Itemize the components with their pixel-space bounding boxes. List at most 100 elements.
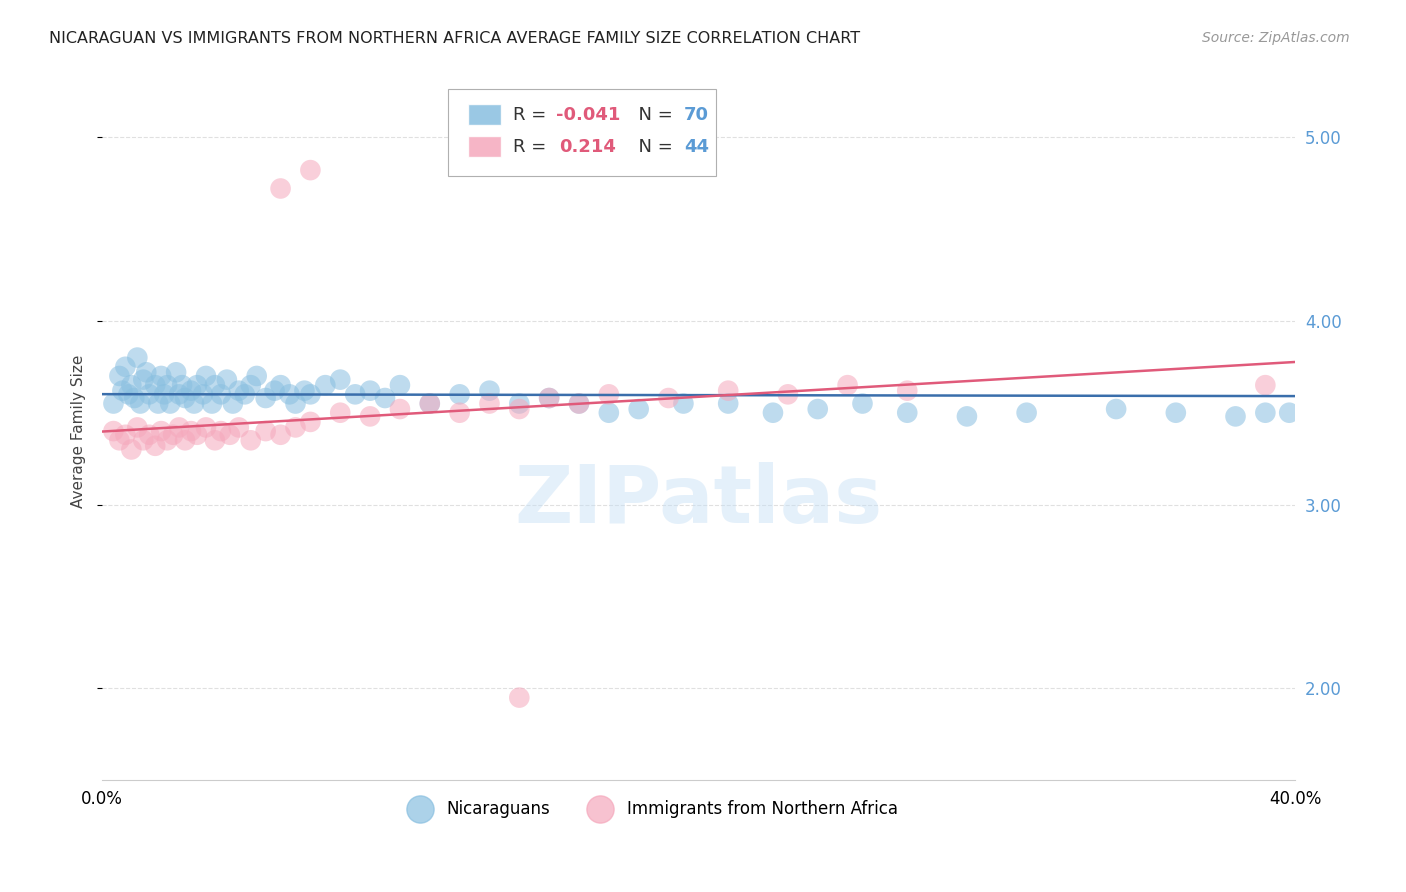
Point: [117, 387, 139, 401]
Point: [672, 396, 695, 410]
Point: [194, 368, 217, 383]
Point: [359, 409, 381, 424]
Point: [314, 378, 336, 392]
Point: [159, 396, 181, 410]
Point: [478, 384, 501, 398]
Point: [508, 690, 530, 705]
Point: [209, 387, 232, 401]
FancyBboxPatch shape: [468, 104, 502, 125]
Point: [284, 420, 307, 434]
Point: [186, 427, 208, 442]
Point: [508, 402, 530, 417]
Point: [278, 387, 301, 401]
Point: [598, 387, 620, 401]
Point: [127, 420, 149, 434]
Point: [717, 396, 740, 410]
Point: [162, 427, 184, 442]
Point: [108, 434, 131, 448]
Point: [204, 434, 226, 448]
Point: [228, 420, 250, 434]
Point: [108, 368, 131, 383]
Point: [568, 396, 591, 410]
Point: [776, 387, 799, 401]
Y-axis label: Average Family Size: Average Family Size: [72, 354, 86, 508]
Point: [1278, 406, 1301, 420]
Point: [1105, 402, 1128, 417]
Point: [239, 378, 262, 392]
Point: [204, 378, 226, 392]
Point: [228, 384, 250, 398]
Point: [194, 420, 217, 434]
Point: [150, 368, 173, 383]
Legend: Nicaraguans, Immigrants from Northern Africa: Nicaraguans, Immigrants from Northern Af…: [396, 793, 904, 824]
Text: N =: N =: [627, 138, 678, 156]
Point: [263, 384, 285, 398]
Point: [299, 163, 322, 178]
Point: [717, 384, 740, 398]
Point: [329, 373, 352, 387]
Point: [218, 427, 240, 442]
Point: [419, 396, 441, 410]
Point: [538, 391, 561, 405]
Point: [270, 378, 292, 392]
Point: [270, 181, 292, 195]
Point: [103, 396, 125, 410]
Text: R =: R =: [513, 138, 558, 156]
Point: [374, 391, 396, 405]
Point: [174, 391, 197, 405]
Text: ZIPatlas: ZIPatlas: [515, 462, 883, 540]
Text: R =: R =: [513, 106, 553, 124]
Point: [215, 373, 238, 387]
Point: [329, 406, 352, 420]
Point: [153, 387, 176, 401]
Point: [896, 406, 918, 420]
Point: [114, 427, 136, 442]
Point: [114, 359, 136, 374]
Point: [183, 396, 205, 410]
Point: [138, 387, 160, 401]
Point: [129, 396, 152, 410]
Text: -0.041: -0.041: [557, 106, 620, 124]
Point: [120, 378, 142, 392]
Point: [246, 368, 269, 383]
Point: [598, 406, 620, 420]
Point: [627, 402, 650, 417]
Point: [956, 409, 979, 424]
Point: [156, 434, 179, 448]
Point: [148, 396, 170, 410]
Point: [294, 384, 316, 398]
Text: 44: 44: [685, 138, 709, 156]
Point: [762, 406, 785, 420]
Point: [388, 378, 411, 392]
Text: NICARAGUAN VS IMMIGRANTS FROM NORTHERN AFRICA AVERAGE FAMILY SIZE CORRELATION CH: NICARAGUAN VS IMMIGRANTS FROM NORTHERN A…: [49, 31, 860, 46]
Point: [254, 391, 277, 405]
Text: 70: 70: [685, 106, 709, 124]
Point: [124, 391, 146, 405]
Point: [239, 434, 262, 448]
Point: [172, 378, 194, 392]
Point: [1254, 406, 1277, 420]
Point: [344, 387, 367, 401]
Point: [837, 378, 859, 392]
Point: [657, 391, 679, 405]
Point: [478, 396, 501, 410]
Point: [538, 391, 561, 405]
Point: [1015, 406, 1038, 420]
Point: [103, 424, 125, 438]
Point: [851, 396, 873, 410]
Point: [254, 424, 277, 438]
Point: [359, 384, 381, 398]
Point: [191, 387, 214, 401]
Point: [388, 402, 411, 417]
Point: [156, 378, 179, 392]
Point: [132, 434, 155, 448]
Point: [222, 396, 245, 410]
Point: [449, 387, 471, 401]
Point: [120, 442, 142, 457]
Point: [180, 384, 202, 398]
Point: [568, 396, 591, 410]
Point: [143, 439, 166, 453]
Point: [270, 427, 292, 442]
Point: [150, 424, 173, 438]
Text: Source: ZipAtlas.com: Source: ZipAtlas.com: [1202, 31, 1350, 45]
